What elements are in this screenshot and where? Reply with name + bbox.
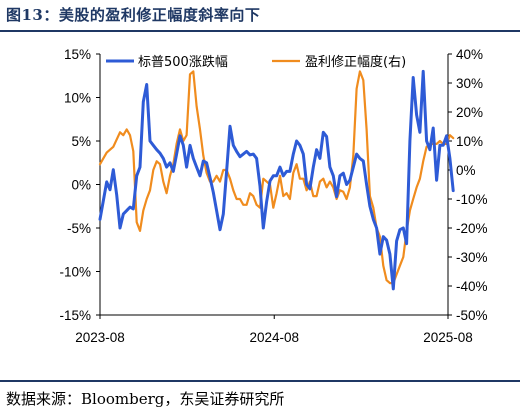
series-line-earnings-revision — [98, 70, 455, 285]
right-tick-label: -30% — [456, 250, 488, 265]
right-tick-label: -10% — [456, 192, 488, 207]
right-tick-label: 40% — [456, 47, 483, 62]
x-tick-label: 2025-08 — [423, 330, 473, 345]
x-tick-label: 2024-08 — [249, 330, 299, 345]
title-rule — [0, 30, 520, 32]
right-tick-label: -50% — [456, 308, 488, 323]
left-tick-label: -15% — [59, 308, 91, 323]
series-layer — [98, 69, 455, 291]
left-tick-label: 5% — [71, 134, 91, 149]
legend-label: 标普500涨跌幅 — [138, 54, 228, 70]
right-tick-label: 10% — [456, 134, 483, 149]
x-tick-label: 2023-08 — [75, 330, 125, 345]
right-tick-label: 20% — [456, 105, 483, 120]
source-note: 数据来源：Bloomberg，东吴证券研究所 — [6, 390, 285, 408]
footer-rule — [0, 380, 520, 382]
series-line-sp500-change — [98, 69, 455, 291]
legend: 标普500涨跌幅 盈利修正幅度(右) — [106, 54, 406, 70]
left-tick-label: -10% — [59, 265, 91, 280]
legend-label: 盈利修正幅度(右) — [305, 54, 406, 70]
axes: 15% 10% 5% 0% -5% -10% -15% 40% 30% 20% 10% 0% -10% -… — [59, 47, 487, 345]
right-tick-label: -40% — [456, 279, 488, 294]
right-tick-label: 30% — [456, 76, 483, 91]
line-chart: 15% 10% 5% 0% -5% -10% -15% 40% 30% 20% 10% 0% -10% -… — [59, 47, 487, 345]
left-tick-label: 0% — [71, 178, 91, 193]
figure-title: 图13：美股的盈利修正幅度斜率向下 — [6, 6, 261, 24]
left-tick-label: 10% — [64, 91, 91, 106]
right-tick-label: 0% — [456, 163, 476, 178]
left-tick-label: 15% — [64, 47, 91, 62]
right-tick-label: -20% — [456, 221, 488, 236]
left-tick-label: -5% — [67, 221, 91, 236]
